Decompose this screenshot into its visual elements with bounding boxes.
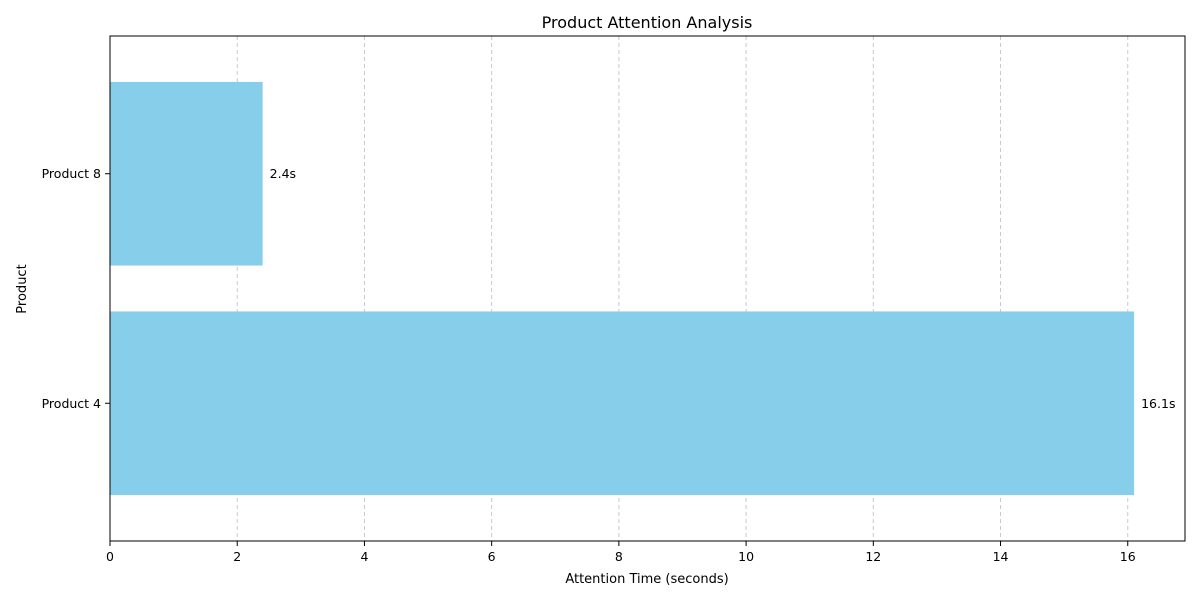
x-axis-ticks: 0 2 4 6 8 10 12 14 16 <box>106 541 1136 564</box>
data-label-product-4: 16.1s <box>1141 396 1175 411</box>
x-tick-label-2: 4 <box>360 549 368 564</box>
bar-product-4 <box>110 311 1135 496</box>
data-labels: 16.1s 2.4s <box>270 166 1176 411</box>
y-tick-label-product-4: Product 4 <box>42 396 101 411</box>
data-label-product-8: 2.4s <box>270 166 296 181</box>
y-tick-label-product-8: Product 8 <box>42 166 101 181</box>
bars <box>110 81 1135 496</box>
x-tick-label-3: 6 <box>488 549 496 564</box>
x-axis-label: Attention Time (seconds) <box>565 572 728 587</box>
x-tick-label-5: 10 <box>738 549 754 564</box>
bar-product-8 <box>110 81 263 266</box>
chart-title: Product Attention Analysis <box>542 13 753 32</box>
x-tick-label-6: 12 <box>865 549 881 564</box>
y-axis-ticks: Product 4 Product 8 <box>42 166 110 411</box>
x-tick-label-1: 2 <box>233 549 241 564</box>
x-tick-label-8: 16 <box>1120 549 1136 564</box>
x-tick-label-4: 8 <box>615 549 623 564</box>
y-axis-label: Product <box>15 264 30 313</box>
x-tick-label-7: 14 <box>993 549 1009 564</box>
plot-area-frame <box>109 35 1186 542</box>
x-tick-label-0: 0 <box>106 549 114 564</box>
